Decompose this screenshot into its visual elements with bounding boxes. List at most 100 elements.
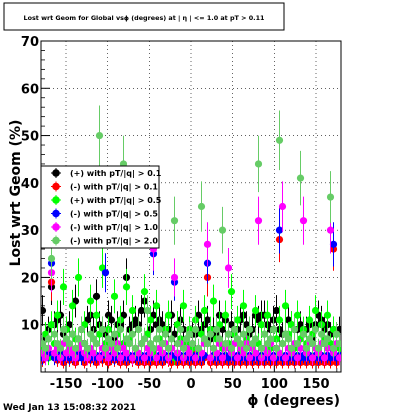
data-point xyxy=(95,131,104,140)
data-point xyxy=(131,344,140,352)
data-point xyxy=(140,288,149,296)
data-point xyxy=(68,302,77,310)
data-point xyxy=(185,330,194,338)
x-axis-label: ϕ (degrees) xyxy=(247,393,340,409)
legend: (+) with pT/|q| > 0.1 (-) with pT/|q| > 0… xyxy=(40,165,162,249)
data-point xyxy=(41,306,47,315)
data-point xyxy=(110,292,119,300)
legend-marker xyxy=(52,196,60,204)
data-point xyxy=(92,311,101,319)
data-point xyxy=(155,325,164,334)
data-point xyxy=(227,344,236,352)
data-point xyxy=(239,302,248,310)
data-point xyxy=(71,344,80,352)
data-point xyxy=(125,340,134,348)
data-point xyxy=(203,340,212,348)
data-point xyxy=(107,316,116,324)
data-point xyxy=(251,335,260,343)
data-point xyxy=(173,340,182,348)
data-point xyxy=(179,344,188,352)
data-point xyxy=(251,306,260,315)
data-point xyxy=(209,344,218,352)
data-point xyxy=(209,297,218,305)
data-point xyxy=(203,240,212,248)
data-point xyxy=(257,321,266,329)
data-point xyxy=(77,325,86,334)
x-tick-labels: -150 -100 -50 0 50 100 150 xyxy=(50,377,330,392)
legend-entry: (+) with pT/|q| > 0.1 xyxy=(51,168,162,178)
data-point xyxy=(278,202,287,211)
data-point xyxy=(233,316,242,324)
data-point xyxy=(56,344,65,352)
data-point xyxy=(224,264,233,272)
data-point xyxy=(320,354,329,362)
data-point xyxy=(188,340,197,348)
legend-label: (+) with pT/|q| > 0.1 xyxy=(70,169,162,178)
data-point xyxy=(104,354,113,362)
chart-title-box: Lost wrt Geom for Global vsϕ (degrees) a… xyxy=(3,2,285,31)
data-point xyxy=(269,354,278,362)
data-point xyxy=(200,306,209,315)
data-point xyxy=(305,316,314,324)
data-point xyxy=(149,344,158,352)
legend-entry: (-) with pT/|q| > 0.1 xyxy=(51,181,158,192)
data-point xyxy=(272,306,281,315)
data-point xyxy=(203,316,212,324)
title-box-frame xyxy=(3,2,285,31)
data-point xyxy=(206,330,215,338)
data-point xyxy=(266,335,275,343)
data-point xyxy=(287,344,296,352)
data-point xyxy=(302,344,311,352)
data-point xyxy=(194,344,203,352)
data-point xyxy=(65,340,74,348)
data-point xyxy=(269,325,278,334)
data-point xyxy=(314,344,323,352)
legend-items: (+) with pT/|q| > 0.1 (-) with pT/|q| > 0… xyxy=(51,168,162,246)
x-tick-label: 0 xyxy=(186,377,195,392)
data-point xyxy=(59,283,68,291)
legend-marker xyxy=(52,236,60,245)
data-point xyxy=(191,325,200,334)
data-point xyxy=(212,325,221,334)
data-point xyxy=(230,325,239,334)
y-tick-label: 40 xyxy=(21,177,39,192)
data-point xyxy=(242,344,251,352)
data-point xyxy=(293,311,302,319)
x-tick-label: -150 xyxy=(50,377,83,392)
data-point xyxy=(272,344,281,352)
data-point xyxy=(128,306,137,315)
y-tick-label: 30 xyxy=(21,224,39,239)
data-point xyxy=(53,311,62,319)
data-point xyxy=(284,335,293,343)
legend-label: (+) with pT/|q| > 0.5 xyxy=(70,196,162,205)
legend-marker xyxy=(52,223,60,231)
y-axis-label: Lost wrt Geom (%) xyxy=(8,120,24,267)
data-point xyxy=(47,321,56,329)
data-point xyxy=(152,354,161,362)
data-point xyxy=(83,344,92,352)
legend-entry: (-) with pT/|q| > 0.5 xyxy=(51,208,158,219)
y-tick-label: 60 xyxy=(21,82,39,97)
data-point xyxy=(257,344,266,352)
data-point xyxy=(44,335,53,343)
data-point xyxy=(158,340,167,348)
y-tick-label: 70 xyxy=(21,35,39,50)
data-point xyxy=(275,226,284,234)
data-point xyxy=(128,330,137,338)
data-point xyxy=(86,297,95,305)
data-point xyxy=(299,217,308,225)
data-point xyxy=(293,340,302,348)
y-tick-label: 50 xyxy=(21,130,39,145)
data-point xyxy=(59,325,68,334)
data-point xyxy=(74,273,83,282)
data-point xyxy=(245,325,254,334)
data-point xyxy=(275,136,284,144)
data-point xyxy=(278,340,287,348)
data-point xyxy=(68,330,77,338)
data-point xyxy=(329,240,338,248)
data-point xyxy=(50,330,59,338)
data-point xyxy=(122,283,131,291)
data-point xyxy=(170,273,179,282)
data-point xyxy=(107,340,116,348)
chart-title: Lost wrt Geom for Global vsϕ (degrees) a… xyxy=(24,14,265,23)
